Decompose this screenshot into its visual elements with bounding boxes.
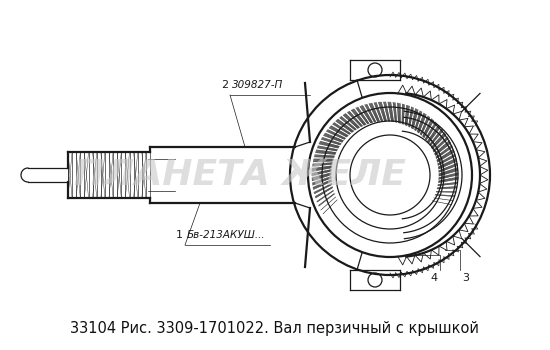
Text: 33104 Рис. 3309-1701022. Вал перзичный с крышкой: 33104 Рис. 3309-1701022. Вал перзичный с… <box>70 321 480 336</box>
Text: 2: 2 <box>221 80 228 90</box>
Text: 309827-П: 309827-П <box>232 80 283 90</box>
Text: ПЛАНЕТА ЖЕЛЕ: ПЛАНЕТА ЖЕЛЕ <box>74 158 406 192</box>
Text: 3: 3 <box>462 273 469 283</box>
Text: 1: 1 <box>176 230 183 240</box>
Text: 4: 4 <box>431 273 438 283</box>
Text: Бв-213АКУШ...: Бв-213АКУШ... <box>187 230 266 240</box>
